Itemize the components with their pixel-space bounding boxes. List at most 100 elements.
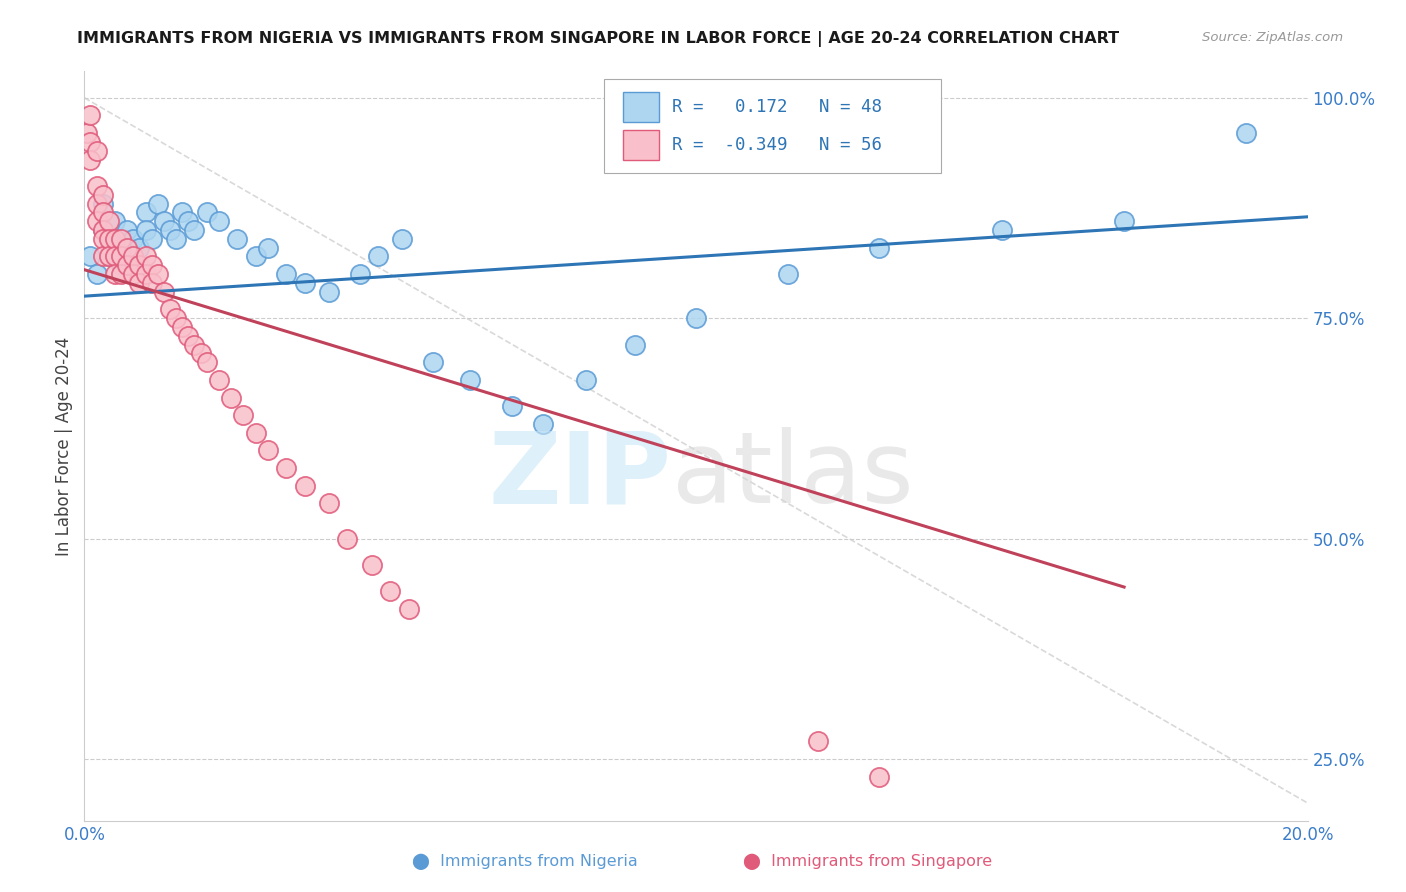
Point	[531, 417, 554, 431]
Point	[1236, 126, 1258, 140]
Point	[257, 241, 280, 255]
Point	[104, 267, 127, 281]
Point	[294, 276, 316, 290]
Point	[141, 258, 163, 272]
Point	[122, 250, 145, 264]
Point	[177, 328, 200, 343]
Point	[79, 135, 101, 149]
Point	[104, 232, 127, 246]
Text: ⬤  Immigrants from Singapore: ⬤ Immigrants from Singapore	[742, 854, 991, 870]
Text: ZIP: ZIP	[489, 427, 672, 524]
Point	[86, 178, 108, 193]
Point	[391, 232, 413, 246]
Point	[97, 250, 120, 264]
Point	[360, 558, 382, 572]
Point	[458, 373, 481, 387]
Point	[183, 223, 205, 237]
Point	[190, 346, 212, 360]
Point	[86, 214, 108, 228]
Point	[208, 373, 231, 387]
Point	[575, 373, 598, 387]
Point	[141, 232, 163, 246]
Point	[257, 443, 280, 458]
Bar	[623, 92, 659, 122]
Point	[104, 214, 127, 228]
Text: atlas: atlas	[672, 427, 912, 524]
Text: R =  -0.349   N = 56: R = -0.349 N = 56	[672, 136, 882, 153]
Point	[245, 250, 267, 264]
Point	[183, 337, 205, 351]
Point	[336, 532, 359, 546]
Point	[97, 232, 120, 246]
Point	[141, 276, 163, 290]
Point	[159, 223, 181, 237]
Point	[135, 205, 157, 219]
Point	[685, 311, 707, 326]
Point	[128, 276, 150, 290]
Point	[318, 285, 340, 299]
Point	[195, 205, 218, 219]
Point	[91, 223, 114, 237]
Point	[172, 320, 194, 334]
Point	[91, 196, 114, 211]
Point	[624, 337, 647, 351]
Point	[159, 302, 181, 317]
Point	[367, 250, 389, 264]
Text: R =   0.172   N = 48: R = 0.172 N = 48	[672, 98, 882, 116]
Text: IMMIGRANTS FROM NIGERIA VS IMMIGRANTS FROM SINGAPORE IN LABOR FORCE | AGE 20-24 : IMMIGRANTS FROM NIGERIA VS IMMIGRANTS FR…	[77, 31, 1119, 47]
Point	[91, 223, 114, 237]
Point	[104, 250, 127, 264]
Point	[294, 478, 316, 492]
Point	[79, 250, 101, 264]
Point	[165, 232, 187, 246]
Point	[91, 187, 114, 202]
Point	[104, 232, 127, 246]
Point	[86, 196, 108, 211]
Point	[86, 144, 108, 158]
Point	[991, 223, 1014, 237]
Point	[135, 250, 157, 264]
Point	[245, 425, 267, 440]
Point	[1114, 214, 1136, 228]
Point	[172, 205, 194, 219]
Point	[398, 602, 420, 616]
Point	[135, 223, 157, 237]
Point	[110, 267, 132, 281]
Point	[380, 584, 402, 599]
Point	[97, 214, 120, 228]
Point	[146, 267, 169, 281]
Point	[1114, 840, 1136, 855]
Point	[776, 267, 799, 281]
Point	[318, 496, 340, 510]
Point	[91, 250, 114, 264]
Point	[76, 126, 98, 140]
Y-axis label: In Labor Force | Age 20-24: In Labor Force | Age 20-24	[55, 336, 73, 556]
Point	[502, 400, 524, 414]
Point	[146, 196, 169, 211]
Point	[219, 391, 242, 405]
Point	[97, 232, 120, 246]
Point	[177, 214, 200, 228]
Point	[153, 285, 176, 299]
Point	[79, 153, 101, 167]
Point	[232, 408, 254, 422]
Point	[110, 232, 132, 246]
Point	[135, 267, 157, 281]
Point	[110, 258, 132, 272]
Point	[226, 232, 249, 246]
Point	[97, 250, 120, 264]
Point	[422, 355, 444, 369]
Point	[128, 258, 150, 272]
Text: Source: ZipAtlas.com: Source: ZipAtlas.com	[1202, 31, 1343, 45]
Point	[122, 232, 145, 246]
Point	[104, 250, 127, 264]
Point	[110, 241, 132, 255]
Bar	[623, 129, 659, 160]
Point	[165, 311, 187, 326]
Point	[79, 108, 101, 122]
Text: ⬤  Immigrants from Nigeria: ⬤ Immigrants from Nigeria	[412, 854, 637, 870]
FancyBboxPatch shape	[605, 78, 941, 172]
Point	[869, 770, 891, 784]
Point	[86, 267, 108, 281]
Point	[122, 250, 145, 264]
